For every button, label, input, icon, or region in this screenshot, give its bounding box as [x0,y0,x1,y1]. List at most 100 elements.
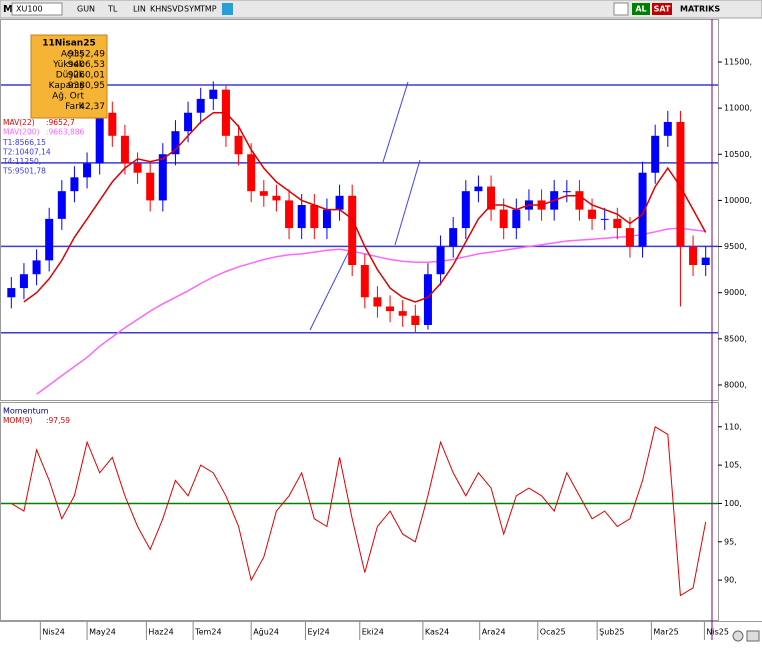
info-box [30,34,108,119]
buy-label[interactable]: AL [635,5,646,14]
moving-average [36,227,706,395]
tool-button[interactable]: TL [107,5,118,14]
legend-value: :9652,7 [46,118,75,127]
candle-body [474,186,483,192]
x-tick-label: Nis24 [42,628,65,637]
x-tick-label: Haz24 [148,628,173,637]
y-tick-label: 9500, [724,242,747,251]
candle-body [171,131,180,155]
candle-body [7,288,16,298]
x-tick-label: Şub25 [599,628,624,637]
level-label: T1:8566,15 [2,138,46,147]
info-label: Düşük [56,71,85,81]
social-icon[interactable] [222,3,233,15]
y-tick-label: 95, [724,537,737,546]
candle-body [411,315,420,325]
candle-body [613,218,622,229]
candle-body [348,195,357,265]
candle-body [234,135,243,155]
x-tick-label: Tem24 [194,628,221,637]
tool-button[interactable]: KHN [150,5,167,14]
plot: 8000, 8500, 9000, 9500, 10000, 10500, 11000, 11… [1,57,752,640]
candle-body [638,172,647,247]
candle-body [95,112,104,164]
candle-body [57,191,66,219]
y-tick-label: 110, [724,422,742,431]
info-date: 11Nisan25 [42,39,96,49]
x-tick-label: May24 [89,628,116,637]
tool-button[interactable]: SYM [184,5,201,14]
tool-button[interactable]: LIN [133,5,146,14]
info-label: Ağ. Ort [52,92,84,102]
candle-body [701,257,710,265]
candle-body [108,112,117,136]
info-rows: Açılış9352,49Yüksek9406,53Düşük9260,01Ka… [49,50,106,113]
candle-body [423,274,432,325]
y-tick-label: 9000, [724,288,747,297]
level-label: T4:11250, [2,157,41,166]
arrow-button[interactable] [613,2,629,16]
x-tick-label: Eki24 [362,628,384,637]
symbol[interactable]: XU100 [16,5,43,14]
candle-body [184,112,193,132]
candle-body [133,163,142,173]
candle-body [625,228,634,247]
symbol-box[interactable] [11,2,63,16]
candle-body [512,209,521,229]
moving-average [23,111,707,303]
sell-label[interactable]: SAT [654,5,671,14]
candle-body [436,246,445,275]
candle-body [32,260,41,275]
logo: M [3,4,13,15]
level-label: T2:10407,14 [2,148,51,157]
legend-name: MAV(22) [3,118,35,127]
zoom-button[interactable] [732,630,744,642]
candle-body [146,172,155,201]
tool-button[interactable]: SVD [167,5,184,14]
candle-body [499,209,508,229]
buy-button[interactable] [632,3,650,15]
info-label: Açılış [61,50,84,60]
legend-value: :97,59 [46,416,70,425]
info-value: 9352,49 [68,50,105,60]
sell-button[interactable] [652,3,672,15]
candle-body [120,135,129,164]
trend-line [382,81,409,163]
info-label: Fark [65,102,85,112]
trend-line [309,244,353,331]
legend-name: MAV(200) [3,128,39,137]
price-panel [0,19,719,401]
candle-body [386,306,395,312]
candle-body [335,195,344,210]
y-tick-label: 11500, [724,57,752,66]
tool-button[interactable]: GUN [77,5,95,14]
candle-body [360,264,369,298]
candle-body [196,98,205,113]
candle-body [398,311,407,316]
trend-line [394,159,421,246]
candle-body [373,297,382,307]
y-tick-label: 105, [724,461,742,470]
candle-body [676,121,685,247]
y-tick-label: 10000, [724,196,752,205]
info-value: 9380,95 [68,81,105,91]
x-tick-label: Nis25 [706,628,729,637]
candle-body [322,209,331,229]
momentum-line [11,426,707,597]
info-value: 9260,01 [68,71,105,81]
panel-title: Momentum [3,407,49,416]
candle-body [45,218,54,261]
x-tick-label: Eyl24 [307,628,329,637]
y-tick-label: 10500, [724,150,752,159]
candle-body [449,228,458,247]
momentum-panel [0,402,719,621]
x-tick-label: Ara24 [482,628,506,637]
candle-body [310,205,319,229]
candle-body [461,191,470,229]
candle-body [83,163,92,178]
tool-button[interactable]: TMP [199,5,217,14]
x-tick-label: Ağu24 [253,628,279,637]
legend-value: :9663,886 [46,128,85,137]
toolbar [0,0,762,19]
scroll-button[interactable] [746,630,760,642]
